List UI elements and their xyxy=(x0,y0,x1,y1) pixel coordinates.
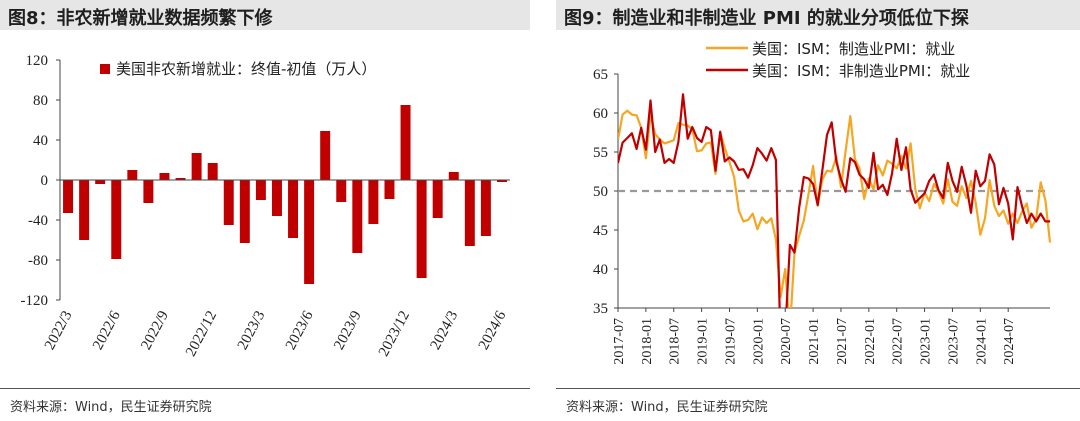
y-tick-label: 120 xyxy=(26,53,49,69)
bar xyxy=(159,173,170,180)
x-tick-label: 2021-01 xyxy=(807,318,822,365)
bar xyxy=(448,172,459,180)
y-tick-label: 45 xyxy=(593,223,608,239)
legend-label: 美国：ISM：非制造业PMI：就业 xyxy=(752,62,970,80)
bar xyxy=(95,180,106,184)
x-tick-label: 2022/9 xyxy=(138,308,172,352)
bar xyxy=(143,180,154,203)
chart-panel-figure-9: 图9：制造业和非制造业 PMI 的就业分项低位下探 65 60 55 50 45 40 35… xyxy=(556,0,1080,421)
bar xyxy=(191,153,202,180)
x-tick-label: 2022-01 xyxy=(863,318,878,365)
source-note: 资料来源：Wind，民生证券研究院 xyxy=(10,400,212,415)
bar xyxy=(271,180,282,216)
bar xyxy=(336,180,347,202)
y-tick-label: 35 xyxy=(593,301,608,317)
y-tick-label: -80 xyxy=(28,253,48,269)
x-tick-label: 2022/6 xyxy=(90,308,124,353)
x-tick-label: 2023/6 xyxy=(283,308,317,353)
bar xyxy=(368,180,379,224)
bar xyxy=(352,180,363,253)
series-line-non-manufacturing xyxy=(618,93,1050,308)
y-tick-label: -120 xyxy=(21,293,49,309)
bar xyxy=(464,180,475,246)
y-tick-label: 0 xyxy=(41,173,49,189)
x-tick-label: 2024-01 xyxy=(974,318,989,365)
bar xyxy=(304,180,315,284)
source-note: 资料来源：Wind，民生证券研究院 xyxy=(566,400,768,415)
bar xyxy=(255,180,266,200)
series-line-manufacturing xyxy=(618,109,1052,308)
y-tick-label: 60 xyxy=(593,106,608,122)
y-tick-label: 65 xyxy=(593,67,608,83)
bar xyxy=(239,180,250,243)
chart-title: 图8：非农新增就业数据频繁下修 xyxy=(8,8,273,29)
x-tick-label: 2022/12 xyxy=(183,308,220,359)
x-tick-label: 2023-01 xyxy=(919,318,934,365)
chart-title-bar: 图9：制造业和非制造业 PMI 的就业分项低位下探 xyxy=(556,0,1080,30)
legend-label: 美国：ISM：制造业PMI：就业 xyxy=(752,40,955,58)
x-tick-label: 2023-07 xyxy=(946,318,961,365)
x-tick-label: 2024-07 xyxy=(1002,318,1017,365)
footer-divider xyxy=(0,388,530,389)
y-tick-label: 55 xyxy=(593,145,608,161)
bar xyxy=(207,163,218,180)
chart-title-bar: 图8：非农新增就业数据频繁下修 xyxy=(0,0,530,30)
line-chart: 65 60 55 50 45 40 35 2017-07 2018-01 2018-07 2019-… xyxy=(593,40,1052,365)
x-tick-label: 2017-07 xyxy=(612,318,627,365)
x-tick-label: 2022/3 xyxy=(42,308,76,352)
bar xyxy=(480,180,491,236)
y-tick-label: 50 xyxy=(593,184,608,200)
chart-title: 图9：制造业和非制造业 PMI 的就业分项低位下探 xyxy=(564,8,969,29)
x-tick-label: 2020-07 xyxy=(779,318,794,365)
bar xyxy=(63,180,74,213)
x-tick-label: 2023/9 xyxy=(331,308,365,352)
y-tick-label: 40 xyxy=(593,262,608,278)
x-tick-label: 2018-07 xyxy=(668,318,683,365)
bar xyxy=(384,180,395,199)
x-tick-label: 2021-07 xyxy=(835,318,850,365)
bar xyxy=(288,180,299,238)
bar xyxy=(111,180,122,259)
bar xyxy=(432,180,443,218)
legend-swatch xyxy=(100,64,110,74)
x-tick-label: 2024/6 xyxy=(476,308,510,353)
y-tick-label: -40 xyxy=(28,213,48,229)
x-tick-label: 2023/12 xyxy=(376,308,413,359)
chart-panel-figure-8: 图8：非农新增就业数据频繁下修 120 80 40 0 -40 -80 -120 2022/3… xyxy=(0,0,530,421)
bar xyxy=(496,180,507,182)
y-tick-label: 80 xyxy=(33,93,48,109)
x-tick-label: 2019-07 xyxy=(723,318,738,365)
x-tick-label: 2024/3 xyxy=(428,308,462,352)
x-tick-label: 2018-01 xyxy=(640,318,655,365)
legend-label: 美国非农新增就业：终值-初值（万人） xyxy=(116,60,376,78)
x-tick-label: 2023/3 xyxy=(235,308,269,352)
y-tick-label: 40 xyxy=(33,133,48,149)
bar xyxy=(400,105,411,180)
bar xyxy=(175,178,186,180)
x-tick-label: 2020-01 xyxy=(751,318,766,365)
bar xyxy=(416,180,427,278)
bar xyxy=(79,180,90,240)
bar xyxy=(127,170,138,180)
bar xyxy=(320,131,331,180)
bar xyxy=(223,180,234,225)
x-tick-label: 2019-01 xyxy=(696,318,711,365)
x-tick-label: 2022-07 xyxy=(891,318,906,365)
footer-divider xyxy=(556,388,1080,389)
